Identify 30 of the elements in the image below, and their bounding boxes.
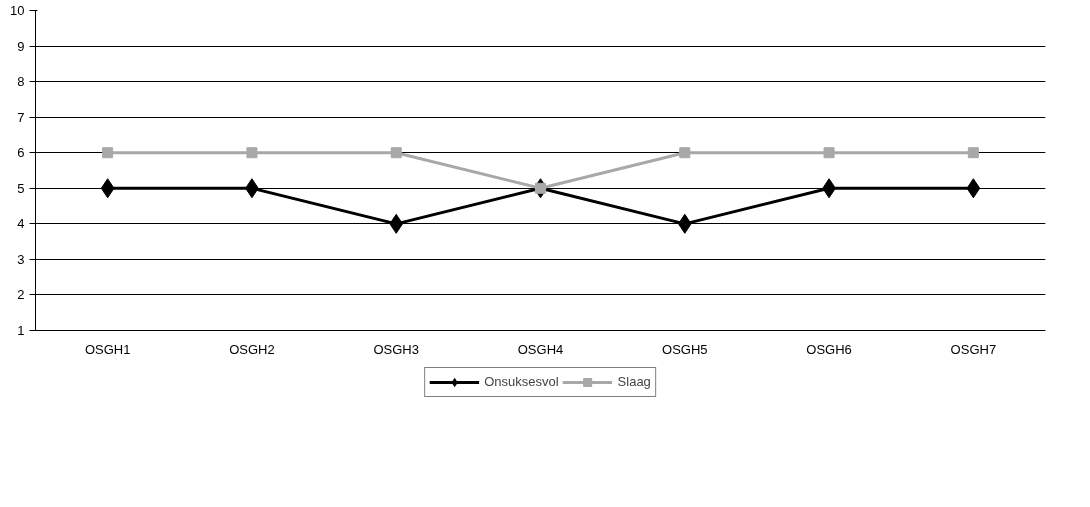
x-tick-label: OSGH5 (662, 341, 708, 357)
x-tick-label: OSGH7 (950, 341, 997, 357)
y-tick-label: 10 (10, 3, 25, 18)
legend-label: Slaag (617, 374, 651, 389)
x-tick-label: OSGH1 (84, 341, 131, 357)
point (677, 213, 692, 234)
y-tick-label: 2 (17, 287, 25, 303)
point (679, 147, 691, 159)
point (390, 147, 402, 159)
x-tick-label: OSGH6 (806, 341, 852, 357)
point (102, 147, 114, 159)
point (535, 182, 546, 194)
y-tick-label: 4 (17, 216, 25, 232)
x-tick-label: OSGH3 (373, 341, 419, 357)
point (100, 178, 115, 199)
y-tick-label: 1 (17, 323, 25, 338)
y-tick-label: 6 (17, 145, 25, 161)
x-tick-label: OSGH2 (229, 341, 275, 357)
y-tick-label: 9 (17, 38, 25, 54)
y-tick-label: 7 (17, 109, 25, 125)
y-tick-label: 5 (17, 180, 25, 196)
point (389, 213, 404, 234)
point (823, 147, 835, 159)
point (966, 178, 981, 199)
x-tick-label: OSGH4 (517, 341, 564, 357)
y-tick-label: 8 (17, 74, 25, 90)
point (246, 147, 258, 159)
legend-label: Onsuksesvol (484, 374, 559, 389)
y-tick-label: 3 (17, 251, 25, 267)
point (967, 147, 979, 159)
